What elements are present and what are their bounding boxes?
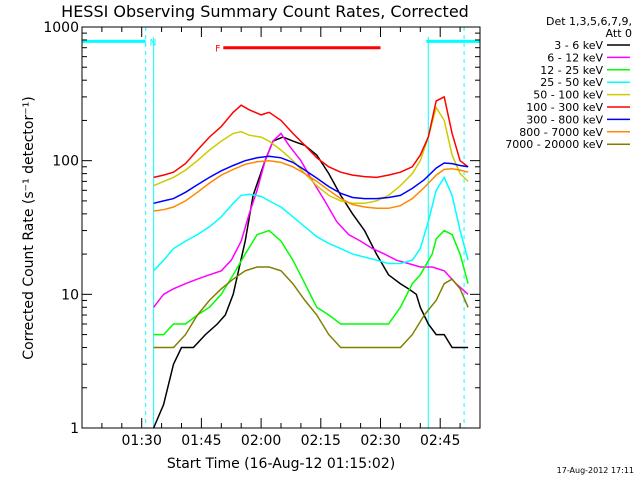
x-axis-ticks: 01:30 01:45 02:00 02:15 02:30 02:45 [101,27,461,449]
plot-frame [81,26,481,429]
legend-entry-label: 12 - 25 keV [540,64,603,77]
legend-entry-label: 25 - 50 keV [540,76,603,89]
x-tick-label: 02:15 [301,433,341,449]
annotation-label: F [215,45,220,55]
legend-detectors: Det 1,3,5,6,7,9, [546,15,632,28]
series-line [153,95,469,179]
series-line [153,266,469,349]
x-axis-label: Start Time (16-Aug-12 01:15:02) [167,456,395,472]
y-tick-label: 100 [52,154,79,170]
legend-attenuator: Att 0 [606,27,632,40]
series-line [152,136,469,429]
x-tick-label: 01:45 [181,433,221,449]
y-tick-label: 1 [70,421,79,437]
annotation-label: N [150,38,157,48]
legend-entry-label: 6 - 12 keV [547,51,603,64]
y-axis-ticks: 1 10 100 1000 [43,20,480,437]
x-tick-label: 01:30 [122,433,162,449]
axes: 01:30 01:45 02:00 02:15 02:30 02:45 1 10 100 100… [43,20,481,449]
legend-entry-label: 100 - 300 keV [526,101,603,114]
legend-entry-label: 800 - 7000 keV [519,126,603,139]
legend-entry-label: 3 - 6 keV [554,39,603,52]
y-tick-label: 10 [61,287,79,303]
y-tick-label: 1000 [43,20,79,36]
legend-entry-label: 50 - 100 keV [533,89,603,102]
chart-title: HESSI Observing Summary Count Rates, Cor… [61,2,469,21]
x-tick-label: 02:30 [360,433,400,449]
x-tick-label: 02:00 [241,433,281,449]
series-line [153,132,469,308]
series-line [153,159,469,212]
timestamp: 17-Aug-2012 17:11 [557,466,634,475]
y-axis-label: Corrected Count Rate (s⁻¹ detector⁻¹) [21,96,37,359]
x-tick-label: 02:45 [420,433,460,449]
series-line [153,229,469,336]
series-line [153,155,469,205]
series-line [153,175,469,272]
legend-entry-label: 7000 - 20000 keV [505,138,603,151]
plot-area: NF [82,27,480,429]
legend-entry-label: 300 - 800 keV [526,113,603,126]
